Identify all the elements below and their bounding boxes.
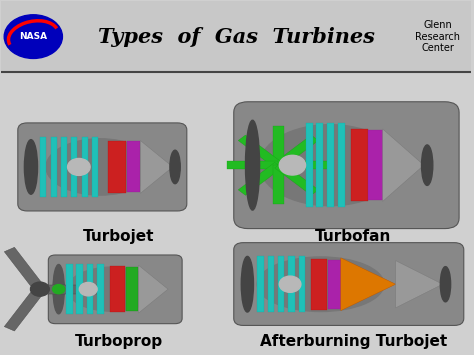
Ellipse shape — [440, 267, 451, 302]
Text: Afterburning Turbojet: Afterburning Turbojet — [260, 334, 447, 349]
Text: Types  of  Gas  Turbines: Types of Gas Turbines — [98, 27, 374, 47]
Ellipse shape — [53, 264, 64, 314]
Ellipse shape — [260, 125, 401, 206]
Ellipse shape — [170, 150, 180, 184]
FancyBboxPatch shape — [234, 243, 464, 326]
Text: Turboprop: Turboprop — [75, 334, 163, 349]
Bar — [126, 267, 138, 311]
Bar — [61, 137, 67, 197]
Polygon shape — [278, 161, 330, 169]
Ellipse shape — [67, 267, 156, 311]
FancyBboxPatch shape — [48, 255, 182, 324]
Polygon shape — [238, 163, 282, 195]
Ellipse shape — [24, 140, 37, 194]
Bar — [110, 266, 125, 312]
Bar — [109, 141, 126, 193]
Polygon shape — [383, 129, 424, 201]
Text: Turbofan: Turbofan — [315, 229, 392, 244]
Ellipse shape — [257, 257, 384, 312]
Bar — [51, 137, 57, 197]
Bar — [267, 256, 274, 312]
Circle shape — [30, 282, 49, 296]
Text: Glenn
Research
Center: Glenn Research Center — [416, 20, 460, 53]
Polygon shape — [273, 126, 283, 165]
Bar — [299, 256, 305, 312]
Ellipse shape — [421, 145, 433, 185]
Polygon shape — [140, 141, 173, 193]
Polygon shape — [40, 285, 101, 294]
Polygon shape — [238, 135, 282, 168]
Bar — [92, 137, 98, 197]
Circle shape — [4, 15, 63, 59]
Circle shape — [79, 283, 97, 296]
Ellipse shape — [241, 256, 254, 312]
Polygon shape — [275, 135, 319, 168]
Polygon shape — [227, 161, 278, 169]
Bar — [87, 264, 93, 314]
Circle shape — [279, 276, 301, 292]
Text: NASA: NASA — [19, 32, 47, 41]
Circle shape — [68, 158, 90, 175]
Bar — [328, 260, 341, 308]
Bar — [368, 130, 383, 200]
Bar — [288, 256, 295, 312]
Circle shape — [53, 285, 65, 294]
Text: Turbojet: Turbojet — [83, 229, 155, 244]
Bar — [76, 264, 83, 314]
Bar — [127, 141, 140, 192]
Polygon shape — [396, 261, 443, 308]
Ellipse shape — [246, 120, 260, 210]
Bar — [66, 264, 73, 314]
Polygon shape — [4, 247, 45, 291]
Bar — [316, 123, 323, 207]
Bar — [327, 123, 334, 207]
Polygon shape — [273, 165, 283, 204]
Bar — [306, 123, 313, 207]
Bar — [338, 123, 345, 207]
Bar — [278, 256, 284, 312]
Bar — [311, 259, 327, 310]
FancyBboxPatch shape — [234, 102, 459, 229]
Bar — [351, 129, 367, 201]
Bar — [257, 256, 264, 312]
Polygon shape — [4, 287, 45, 331]
Bar — [82, 137, 88, 197]
Polygon shape — [138, 265, 168, 313]
Bar — [40, 137, 46, 197]
Bar — [71, 137, 77, 197]
Polygon shape — [275, 163, 319, 195]
Bar — [1, 0, 471, 72]
FancyBboxPatch shape — [18, 123, 187, 211]
Circle shape — [279, 155, 306, 175]
Bar — [97, 264, 104, 314]
Ellipse shape — [46, 139, 154, 195]
Polygon shape — [341, 258, 396, 311]
